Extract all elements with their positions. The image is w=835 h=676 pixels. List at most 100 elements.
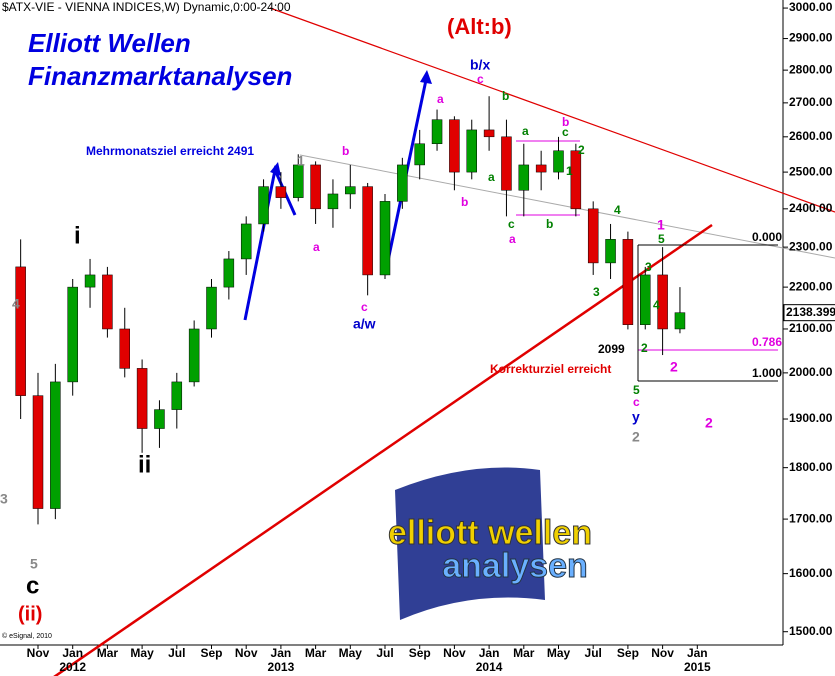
- annotation: Finanzmarktanalysen: [28, 61, 292, 91]
- candle-body: [397, 164, 408, 202]
- annotation: a: [437, 92, 444, 106]
- y-tick-label: 2200.00: [789, 279, 833, 293]
- channel-line: [299, 154, 835, 259]
- candle-body: [501, 136, 512, 191]
- x-tick-label: Jan: [62, 646, 83, 660]
- annotation: 3: [593, 285, 600, 299]
- annotation: a: [509, 232, 516, 246]
- candle-body: [622, 239, 634, 325]
- annotation: b: [461, 195, 468, 209]
- candle-body: [293, 164, 304, 198]
- annotation: 5: [658, 232, 665, 246]
- candle-body: [15, 266, 26, 396]
- y-tick-label: 1600.00: [789, 566, 833, 580]
- candle-body: [223, 258, 235, 288]
- x-tick-label: Nov: [235, 646, 258, 660]
- y-tick-label: 2700.00: [789, 95, 833, 109]
- candle-body: [275, 186, 287, 198]
- annotation: (ii): [18, 603, 42, 625]
- candle-body: [84, 274, 96, 288]
- annotation: (Alt:b): [447, 14, 512, 39]
- annotation: i: [74, 222, 81, 249]
- y-tick-label: 1800.00: [789, 460, 833, 474]
- annotation: 0.000: [752, 230, 782, 244]
- x-tick-label: Mar: [305, 646, 327, 660]
- x-year-label: 2015: [684, 660, 711, 674]
- candle-body: [605, 239, 616, 264]
- candle-body: [570, 150, 582, 210]
- annotation: a: [522, 124, 529, 138]
- candle-body: [327, 193, 339, 210]
- drawings: [53, 7, 835, 676]
- x-year-label: 2012: [59, 660, 86, 674]
- y-tick-label: 2300.00: [789, 239, 833, 253]
- annotation: 2: [632, 429, 640, 445]
- logo-text: analysen: [442, 547, 588, 585]
- candle-body: [345, 186, 356, 195]
- y-tick-label: 2000.00: [789, 365, 833, 379]
- annotation: 3: [0, 491, 8, 507]
- x-tick-label: Jan: [687, 646, 708, 660]
- annotation: y: [632, 409, 640, 425]
- annotation: b: [562, 115, 569, 129]
- y-tick-label: 2500.00: [789, 164, 833, 178]
- candle-body: [102, 274, 113, 330]
- annotation: © eSignal, 2010: [2, 632, 52, 640]
- candle-body: [587, 208, 599, 264]
- x-year-label: 2014: [476, 660, 503, 674]
- annotation: Elliott Wellen: [28, 28, 191, 58]
- x-tick-label: Jul: [168, 646, 185, 660]
- annotation: 2: [705, 415, 713, 431]
- candle-body: [640, 274, 651, 325]
- x-tick-label: May: [130, 646, 154, 660]
- candle-body: [449, 119, 460, 173]
- y-tick-label: 1700.00: [789, 511, 833, 525]
- annotation: a: [488, 170, 495, 184]
- x-tick-label: May: [547, 646, 571, 660]
- candle-body: [431, 119, 443, 145]
- x-tick-label: Nov: [443, 646, 466, 660]
- logo-text: elliott wellen: [388, 514, 592, 552]
- annotation: 4: [12, 296, 20, 312]
- x-tick-label: Jan: [271, 646, 292, 660]
- annotation: c: [633, 395, 640, 409]
- support-line: [53, 223, 713, 676]
- y-tick-label: 2900.00: [789, 31, 833, 45]
- annotation: b: [546, 217, 553, 231]
- x-tick-label: Jul: [376, 646, 393, 660]
- x-tick-label: Mar: [513, 646, 535, 660]
- annotation: 2: [641, 341, 648, 355]
- candle-body: [188, 328, 200, 383]
- x-tick-label: Sep: [409, 646, 431, 660]
- annotation: 2: [578, 143, 585, 157]
- annotation: a: [313, 240, 320, 254]
- last-value-box: [783, 304, 835, 322]
- annotation: Korrekturziel erreicht: [490, 362, 611, 376]
- candle-body: [119, 328, 130, 369]
- annotation: b/x: [470, 57, 490, 73]
- annotation: 1: [297, 153, 305, 169]
- candle-body: [310, 164, 321, 210]
- annotation: 0.786: [752, 335, 782, 349]
- candle-body: [136, 368, 148, 429]
- y-tick-label: 3000.00: [789, 0, 833, 14]
- x-tick-label: Sep: [200, 646, 222, 660]
- x-tick-label: Jul: [585, 646, 602, 660]
- candle-body: [483, 129, 495, 138]
- candle-body: [206, 286, 217, 330]
- annotation: c: [361, 300, 368, 314]
- annotation: ii: [138, 451, 151, 478]
- annotation: 1.000: [752, 366, 782, 380]
- y-tick-label: 2600.00: [789, 129, 833, 143]
- annotation: c: [508, 217, 515, 231]
- candle-body: [240, 223, 252, 260]
- candle-body: [535, 164, 547, 173]
- candle-body: [362, 186, 373, 276]
- candle-body: [154, 409, 165, 429]
- candle-body: [50, 381, 61, 509]
- x-tick-label: Nov: [27, 646, 50, 660]
- candle-body: [67, 286, 78, 383]
- candle-body: [518, 164, 530, 191]
- candle-body: [674, 312, 686, 330]
